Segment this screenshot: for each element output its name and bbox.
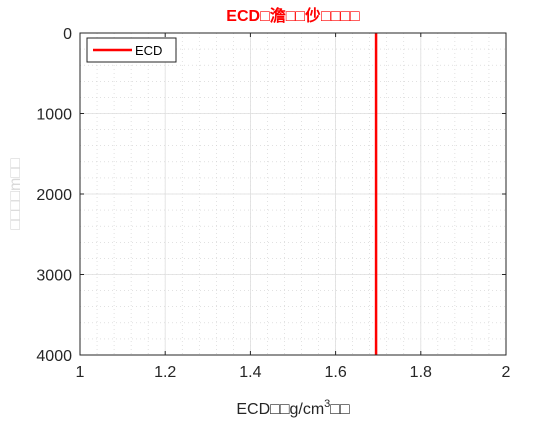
y-tick-label: 0 [63, 26, 72, 43]
y-axis-label: □□□□m□□ [7, 158, 24, 230]
y-tick-label: 1000 [36, 107, 72, 124]
x-axis-label: ECD□□g/cm3□□ [236, 398, 350, 418]
y-tick-label: 2000 [36, 187, 72, 204]
y-tick-label: 3000 [36, 268, 72, 285]
legend-label-ecd: ECD [135, 43, 162, 58]
x-tick-label: 1.2 [154, 364, 176, 381]
legend: ECD [86, 37, 177, 63]
x-tick-label: 1.6 [324, 364, 346, 381]
x-tick-label: 1 [76, 364, 85, 381]
x-axis-label-main: ECD□□g/cm [236, 401, 324, 418]
x-axis-label-superscript: 3 [324, 398, 330, 410]
x-axis-ticks: 1 1.2 1.4 1.6 1.8 2 [76, 33, 511, 381]
chart-title: ECD□澹□□仯□□□□ [226, 6, 360, 25]
y-axis-ticks: 0 1000 2000 3000 4000 [36, 26, 506, 365]
x-tick-label: 1.8 [410, 364, 432, 381]
y-tick-label: 4000 [36, 348, 72, 365]
x-tick-label: 1.4 [239, 364, 261, 381]
x-axis-label-tail: □□ [330, 401, 350, 418]
x-tick-label: 2 [502, 364, 511, 381]
